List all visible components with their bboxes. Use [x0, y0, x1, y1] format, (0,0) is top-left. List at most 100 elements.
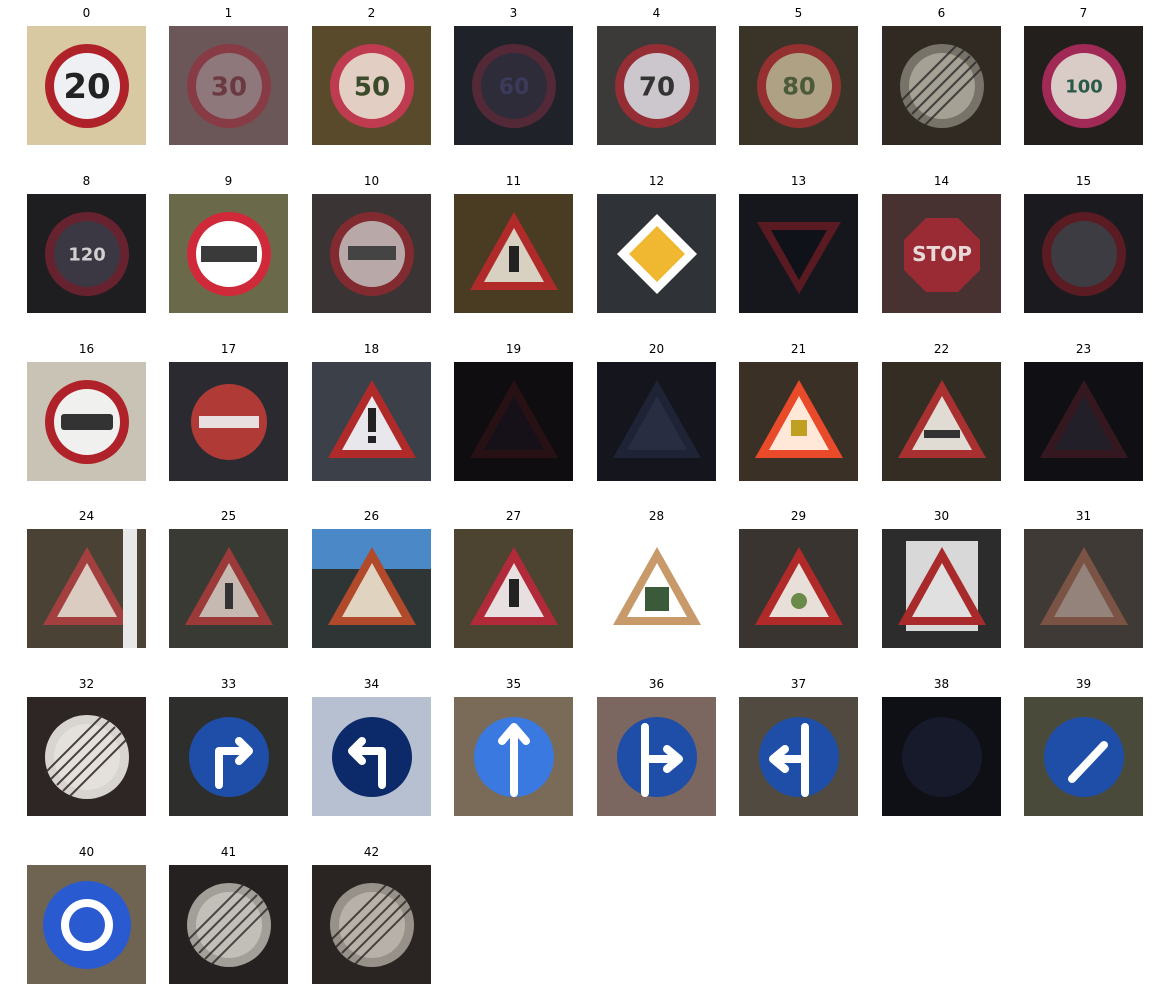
tile-title: 10 [363, 174, 380, 188]
tile-title: 26 [363, 509, 380, 523]
sign-tile: 36 [597, 675, 716, 816]
traffic-sign-image [739, 362, 858, 481]
sign-tile: 25 [169, 507, 288, 648]
traffic-sign-image [454, 697, 573, 816]
traffic-sign-image: STOP [882, 194, 1001, 313]
sign-tile: 1 30 [169, 4, 288, 145]
traffic-sign-image [739, 697, 858, 816]
sign-tile: 12 [597, 172, 716, 313]
svg-text:120: 120 [68, 244, 106, 265]
tile-title: 12 [648, 174, 665, 188]
traffic-sign-image: 50 [312, 26, 431, 145]
traffic-sign-image: 20 [27, 26, 146, 145]
tile-title: 27 [505, 509, 522, 523]
sign-tile: 33 [169, 675, 288, 816]
sign-tile: 15 [1024, 172, 1143, 313]
tile-title: 21 [790, 342, 807, 356]
sign-tile: 42 [312, 843, 431, 984]
sign-tile: 22 [882, 340, 1001, 481]
sign-tile: 32 [27, 675, 146, 816]
svg-text:80: 80 [782, 73, 815, 101]
traffic-sign-image: 80 [739, 26, 858, 145]
traffic-sign-image [882, 362, 1001, 481]
sign-tile: 17 [169, 340, 288, 481]
sign-tile: 38 [882, 675, 1001, 816]
traffic-sign-image: 70 [597, 26, 716, 145]
svg-text:60: 60 [499, 75, 530, 100]
tile-title: 41 [220, 845, 237, 859]
traffic-sign-image [454, 529, 573, 648]
tile-title: 35 [505, 677, 522, 691]
tile-title: 5 [794, 6, 803, 20]
tile-title: 3 [509, 6, 518, 20]
tile-title: 36 [648, 677, 665, 691]
traffic-sign-image [169, 697, 288, 816]
tile-title: 22 [933, 342, 950, 356]
sign-tile: 5 80 [739, 4, 858, 145]
sign-tile: 0 20 [27, 4, 146, 145]
tile-title: 18 [363, 342, 380, 356]
traffic-sign-image [1024, 362, 1143, 481]
tile-title: 38 [933, 677, 950, 691]
traffic-sign-image [1024, 529, 1143, 648]
sign-tile: 3 60 [454, 4, 573, 145]
tile-title: 8 [82, 174, 91, 188]
sign-tile: 2 50 [312, 4, 431, 145]
tile-title: 17 [220, 342, 237, 356]
traffic-sign-image [312, 362, 431, 481]
sign-tile: 30 [882, 507, 1001, 648]
tile-title: 1 [224, 6, 233, 20]
tile-title: 2 [367, 6, 376, 20]
tile-title: 25 [220, 509, 237, 523]
sign-tile: 8 120 [27, 172, 146, 313]
sign-tile: 18 [312, 340, 431, 481]
tile-title: 16 [78, 342, 95, 356]
tile-title: 6 [937, 6, 946, 20]
sign-tile: 39 [1024, 675, 1143, 816]
traffic-sign-image [882, 529, 1001, 648]
svg-text:50: 50 [354, 72, 390, 102]
sign-tile: 26 [312, 507, 431, 648]
traffic-sign-image [312, 865, 431, 984]
traffic-sign-image [169, 529, 288, 648]
sign-tile: 21 [739, 340, 858, 481]
tile-title: 39 [1075, 677, 1092, 691]
tile-title: 31 [1075, 509, 1092, 523]
svg-text:70: 70 [639, 72, 675, 102]
traffic-sign-image [882, 26, 1001, 145]
tile-title: 4 [652, 6, 661, 20]
tile-title: 28 [648, 509, 665, 523]
sign-tile: 14 STOP [882, 172, 1001, 313]
traffic-sign-image: 120 [27, 194, 146, 313]
sign-tile: 7 100 [1024, 4, 1143, 145]
sign-tile: 4 70 [597, 4, 716, 145]
traffic-sign-image [454, 194, 573, 313]
sign-tile: 11 [454, 172, 573, 313]
tile-title: 23 [1075, 342, 1092, 356]
svg-text:100: 100 [1065, 76, 1103, 97]
tile-title: 13 [790, 174, 807, 188]
tile-title: 37 [790, 677, 807, 691]
tile-title: 42 [363, 845, 380, 859]
svg-text:STOP: STOP [912, 242, 972, 266]
traffic-sign-image [597, 194, 716, 313]
tile-title: 20 [648, 342, 665, 356]
traffic-sign-image [454, 362, 573, 481]
sign-tile: 34 [312, 675, 431, 816]
sign-tile: 41 [169, 843, 288, 984]
traffic-sign-image [739, 194, 858, 313]
traffic-sign-image [312, 697, 431, 816]
traffic-sign-image [312, 194, 431, 313]
sign-tile: 27 [454, 507, 573, 648]
tile-title: 7 [1079, 6, 1088, 20]
tile-title: 24 [78, 509, 95, 523]
svg-text:30: 30 [211, 72, 247, 102]
tile-title: 32 [78, 677, 95, 691]
tile-title: 30 [933, 509, 950, 523]
sign-tile: 28 [597, 507, 716, 648]
tile-title: 14 [933, 174, 950, 188]
traffic-sign-image [597, 362, 716, 481]
sign-tile: 31 [1024, 507, 1143, 648]
tile-title: 15 [1075, 174, 1092, 188]
tile-title: 40 [78, 845, 95, 859]
